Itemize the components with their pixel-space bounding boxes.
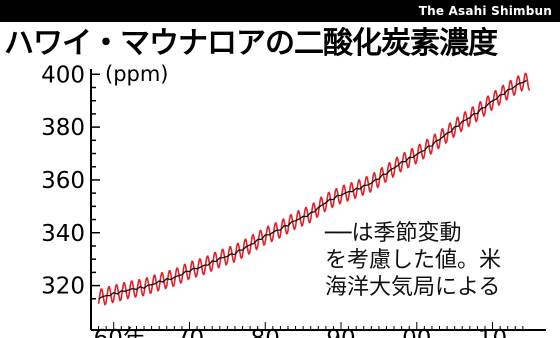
series-layer [97,72,530,306]
x-tick-label: 00 [402,326,431,338]
x-tick-label: 90 [326,326,355,338]
y-ticks: 320 340 360 380 400 [41,62,100,300]
x-tick-label: 70 [175,326,204,338]
annotation-line: を考慮した値。米 [325,248,501,273]
x-tick-label: 80 [251,326,280,338]
series-trend-line [98,79,527,300]
x-ticks: 60年 70 80 90 00 10 [94,322,524,338]
annotation-line: ──は季節変動 [324,221,462,246]
x-tick-label: 10 [478,326,507,338]
y-tick-label: 320 [41,274,85,300]
y-tick-label: 380 [41,115,85,141]
series-monthly-line [97,72,530,306]
annotation-line: 海洋大気局による [325,275,500,300]
credit-text: The Asahi Shimbun [418,4,552,18]
y-tick-label: 340 [41,221,85,247]
y-tick-label: 400 [41,62,85,88]
header-bar: The Asahi Shimbun [0,0,560,22]
y-axis-unit-label: (ppm) [105,62,169,86]
x-tick-label: 60年 [94,326,146,338]
chart-title: ハワイ・マウナロアの二酸化炭素濃度 [4,26,498,61]
y-tick-label: 360 [41,168,85,194]
